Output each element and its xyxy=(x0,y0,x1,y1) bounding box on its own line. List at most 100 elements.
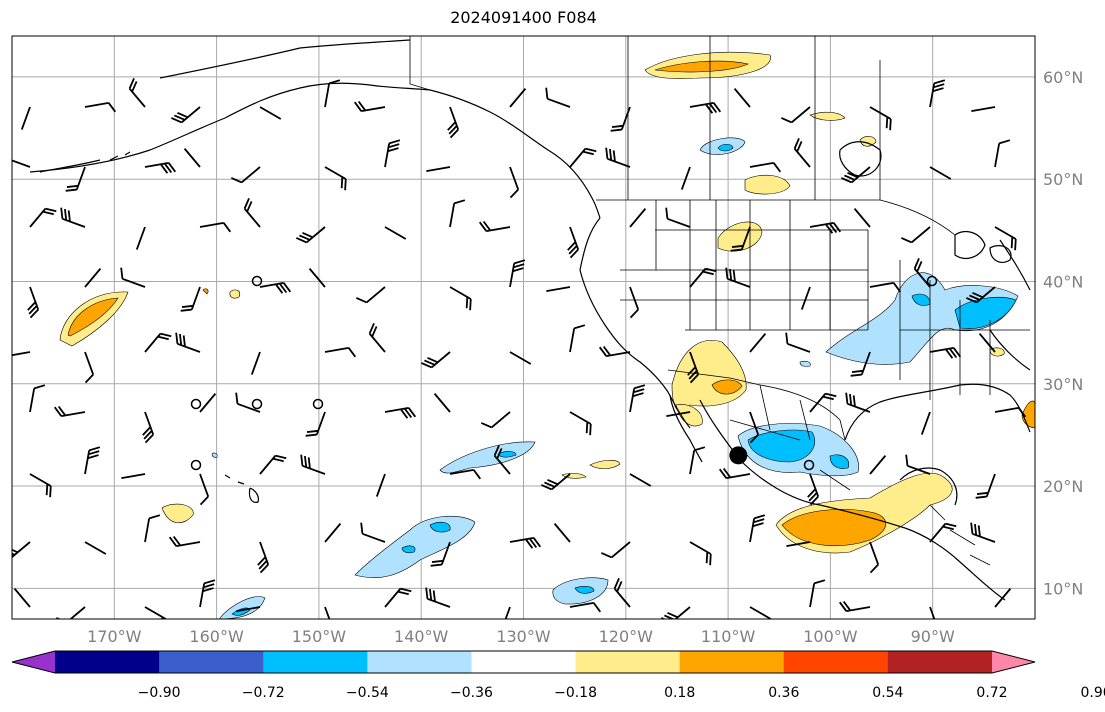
wind-barb xyxy=(135,226,146,250)
negative-area-canada-core xyxy=(717,143,734,152)
wind-barb-shaft xyxy=(384,226,407,240)
wind-barb-shaft xyxy=(869,281,902,293)
wind-barb-shaft xyxy=(12,147,31,168)
wind-barb-shaft xyxy=(853,208,871,228)
negative-area-hawaii xyxy=(211,452,218,458)
wind-barb-shaft xyxy=(569,147,597,168)
shaded-anomalies xyxy=(59,51,1035,619)
wind-barb xyxy=(905,454,931,475)
negative-area-pacific-south-core xyxy=(429,521,451,533)
wind-barb-shaft xyxy=(838,600,871,613)
wind-barb xyxy=(199,579,216,608)
calm-circle xyxy=(312,398,324,410)
wind-barb xyxy=(749,333,767,353)
negative-area-small xyxy=(799,360,811,367)
wind-barb xyxy=(629,208,647,228)
wind-barb xyxy=(853,208,871,228)
wind-barb-shaft xyxy=(199,473,210,506)
lat-label: 30°N xyxy=(1043,375,1083,394)
wind-barb-shaft xyxy=(809,579,826,608)
wind-barb-shaft xyxy=(324,606,335,619)
wind-barb xyxy=(199,221,232,233)
wind-barb-shaft xyxy=(295,226,326,244)
positive-area-pac-small xyxy=(589,460,621,469)
wind-barb-shaft xyxy=(629,384,646,413)
wind-barb xyxy=(295,226,326,244)
wind-barb xyxy=(259,281,292,294)
wind-barb xyxy=(929,522,957,543)
wind-barb xyxy=(545,87,571,108)
wind-barb-shaft xyxy=(929,79,946,108)
colorbar-segment xyxy=(55,651,160,673)
wind-barb xyxy=(300,454,326,475)
wind-barb xyxy=(235,392,261,413)
lat-label: 50°N xyxy=(1043,170,1083,189)
wind-barb-shaft xyxy=(84,351,95,384)
wind-barb-shaft xyxy=(168,535,201,548)
wind-barb-shaft xyxy=(509,166,520,199)
wind-barb-shaft xyxy=(809,221,842,234)
wind-barb xyxy=(257,541,270,574)
wind-barb xyxy=(730,226,751,252)
wind-barb-shaft xyxy=(144,161,177,174)
wind-barb xyxy=(250,351,261,375)
wind-barb xyxy=(384,587,412,608)
wind-barb-shaft xyxy=(142,411,155,444)
wind-barb xyxy=(324,166,347,191)
colorbar-tick-label: −0.18 xyxy=(554,685,597,701)
wind-barb-shaft xyxy=(360,522,386,543)
wind-barb xyxy=(780,106,811,124)
lat-label: 20°N xyxy=(1043,477,1083,496)
positive-area-hudson-east xyxy=(859,136,877,147)
wind-barbs xyxy=(12,77,1027,619)
colorbar-segment xyxy=(783,651,889,673)
wind-barb xyxy=(493,444,511,475)
alaska-canada-border xyxy=(409,36,431,91)
wind-barb-shaft xyxy=(629,208,647,228)
wind-barb xyxy=(569,411,592,436)
wind-barb xyxy=(567,226,580,259)
wind-barb-shaft xyxy=(84,541,107,555)
wind-barb xyxy=(785,332,811,353)
wind-barb-shaft xyxy=(546,286,571,293)
wind-barb-shaft xyxy=(840,166,871,184)
wind-barb-shaft xyxy=(355,286,386,304)
wind-barb-shaft xyxy=(971,106,996,113)
wind-barb-shaft xyxy=(680,166,691,190)
wind-barb xyxy=(27,286,40,319)
wind-barb xyxy=(20,106,31,130)
colorbar-tick-label: −0.36 xyxy=(450,685,493,701)
wind-barb-shaft xyxy=(749,411,760,444)
wind-barb-shaft xyxy=(905,454,931,475)
wind-barb-shaft xyxy=(687,351,700,384)
alaska-coast xyxy=(29,82,601,219)
wind-barb xyxy=(447,106,460,139)
wind-barb-shaft xyxy=(730,226,751,252)
wind-barb xyxy=(546,286,571,293)
wind-barb xyxy=(786,541,811,548)
colorbar-segment xyxy=(471,651,577,673)
wind-barb xyxy=(12,541,31,559)
wind-barb xyxy=(809,579,826,608)
wind-barb xyxy=(324,79,341,108)
wind-barb-shaft xyxy=(800,286,811,310)
aleutians xyxy=(39,151,131,173)
wind-barb xyxy=(384,139,401,168)
wind-barb-shaft xyxy=(869,106,892,131)
lat-label: 10°N xyxy=(1043,579,1083,598)
wind-barb xyxy=(569,147,597,168)
wind-barb-shaft xyxy=(84,101,117,113)
wind-barb xyxy=(199,473,210,506)
wind-barb-shaft xyxy=(600,541,631,559)
positive-area-pacific-west-core xyxy=(67,297,119,337)
wind-barb-shaft xyxy=(929,522,957,543)
wind-barb xyxy=(929,79,946,108)
wind-barb-shaft xyxy=(994,588,1012,608)
lon-label: 110°W xyxy=(701,627,756,646)
wind-barb-shaft xyxy=(170,106,201,124)
wind-barb xyxy=(500,606,511,619)
positive-area-baja xyxy=(675,404,703,427)
wind-barb-shaft xyxy=(869,455,887,475)
positive-area-hawaii-south xyxy=(161,503,194,524)
wind-barb xyxy=(610,106,631,132)
